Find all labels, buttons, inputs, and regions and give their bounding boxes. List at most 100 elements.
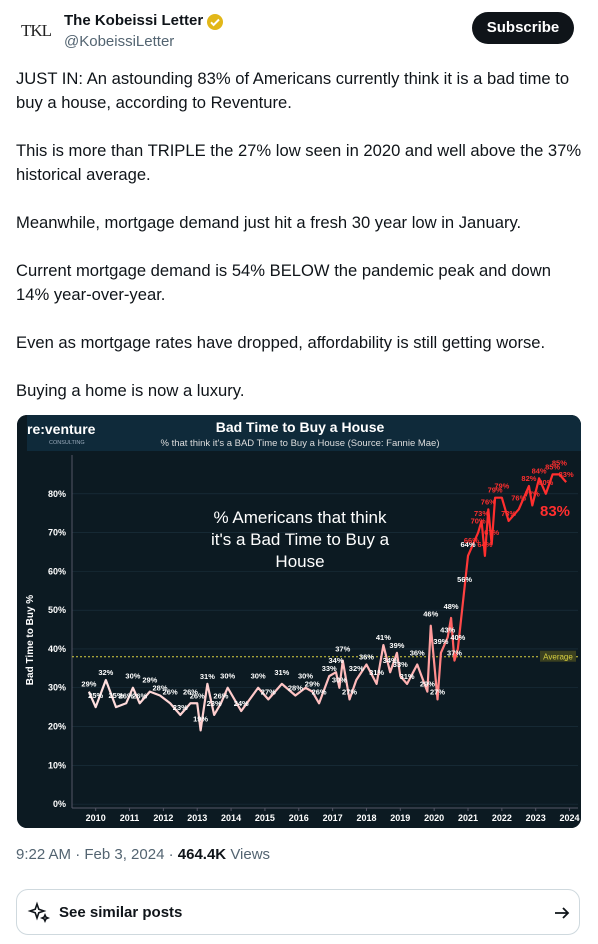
data-label: 56% [457, 575, 472, 584]
annotation: House [275, 552, 324, 571]
paragraph: Buying a home is now a luxury. [16, 381, 245, 400]
data-label: 79% [494, 482, 509, 491]
data-label: 30% [251, 672, 266, 681]
data-label: 31% [400, 672, 415, 681]
x-tick-label: 2011 [120, 813, 140, 823]
logo-sub: CONSULTING [49, 440, 85, 446]
data-label: 33% [322, 664, 337, 673]
annotation: % Americans that think [214, 508, 387, 527]
data-label: 27% [261, 687, 276, 696]
chart-title: Bad Time to Buy a House [216, 419, 385, 435]
data-label: 26% [132, 691, 147, 700]
y-tick-label: 70% [48, 528, 66, 538]
y-tick-label: 80% [48, 489, 66, 499]
tweet-meta: 9:22 AM · Feb 3, 2024 · 464.4K Views [16, 846, 270, 863]
data-label: 27% [430, 687, 445, 696]
author-name[interactable]: The Kobeissi Letter [64, 12, 204, 29]
data-label: 28% [152, 684, 167, 693]
data-label: 37% [335, 645, 350, 654]
data-label: 32% [349, 664, 364, 673]
x-tick-label: 2024 [560, 813, 580, 823]
subscribe-button[interactable]: Subscribe [472, 12, 574, 44]
data-label: 79% [488, 486, 503, 495]
y-tick-label: 10% [48, 760, 66, 770]
data-label: 30% [298, 672, 313, 681]
data-label: 64% [477, 540, 492, 549]
y-tick-label: 60% [48, 566, 66, 576]
data-label: 29% [81, 680, 96, 689]
data-label: 29% [142, 676, 157, 685]
chart-image[interactable]: re:venture CONSULTING Bad Time to Buy a … [17, 415, 581, 828]
timestamp[interactable]: 9:22 AM · Feb 3, 2024 · [16, 846, 174, 863]
data-label: 67% [484, 528, 499, 537]
data-label: 64% [460, 540, 475, 549]
data-label: 41% [376, 633, 391, 642]
y-tick-label: 50% [48, 605, 66, 615]
data-label: 85% [552, 458, 567, 467]
data-label: 31% [274, 668, 289, 677]
paragraph: This is more than TRIPLE the 27% low see… [16, 141, 582, 184]
data-label: 26% [312, 687, 327, 696]
data-label: 73% [474, 509, 489, 518]
chart-subtitle: % that think it's a BAD Time to Buy a Ho… [160, 438, 439, 449]
data-label: 26% [119, 691, 134, 700]
see-similar-button[interactable]: See similar posts [16, 889, 580, 935]
x-tick-label: 2021 [458, 813, 478, 823]
data-label: 29% [305, 680, 320, 689]
data-label: 36% [359, 652, 374, 661]
data-label: 26% [183, 687, 198, 696]
data-label: 76% [481, 497, 496, 506]
x-tick-label: 2014 [221, 813, 241, 823]
y-tick-label: 20% [48, 722, 66, 732]
x-tick-label: 2020 [424, 813, 444, 823]
avatar-logo[interactable]: TKL [20, 21, 52, 40]
data-label: 37% [447, 649, 462, 658]
chart: re:venture CONSULTING Bad Time to Buy a … [17, 415, 581, 828]
arrow-icon [555, 907, 570, 919]
x-tick-label: 2022 [492, 813, 512, 823]
title-band [27, 415, 581, 451]
data-label: 34% [328, 656, 343, 665]
annotation: it's a Bad Time to Buy a [211, 530, 390, 549]
data-label: 31% [369, 668, 384, 677]
data-label: 26% [163, 687, 178, 696]
data-label: 26% [190, 691, 205, 700]
x-tick-label: 2019 [390, 813, 410, 823]
y-tick-label: 40% [48, 644, 66, 654]
tweet-text: JUST IN: An astounding 83% of Americans … [16, 67, 582, 427]
data-label: 40% [450, 633, 465, 642]
data-label: 23% [207, 699, 222, 708]
data-label: 39% [433, 637, 448, 646]
data-label: 27% [342, 687, 357, 696]
sparkle-icon [27, 901, 51, 924]
y-tick-label: 30% [48, 683, 66, 693]
views-label: Views [230, 846, 271, 863]
data-label: 85% [545, 462, 560, 471]
data-label: 30% [125, 672, 140, 681]
paragraph: Meanwhile, mortgage demand just hit a fr… [16, 213, 522, 232]
paragraph: Even as mortgage rates have dropped, aff… [16, 333, 546, 352]
x-tick-label: 2013 [187, 813, 207, 823]
data-label: 19% [193, 714, 208, 723]
callout: 83% [540, 503, 570, 520]
y-axis-label: Bad Time to Buy % [25, 595, 36, 685]
data-label: 73% [501, 509, 516, 518]
data-label: 76% [511, 493, 526, 502]
data-label: 84% [532, 466, 547, 475]
data-label: 77% [525, 489, 540, 498]
data-label: 29% [420, 680, 435, 689]
data-label: 25% [108, 691, 123, 700]
data-label: 25% [88, 691, 103, 700]
logo: re:venture [27, 421, 96, 437]
x-tick-label: 2015 [255, 813, 275, 823]
data-label: 32% [98, 668, 113, 677]
data-label: 83% [559, 470, 574, 479]
data-label: 30% [332, 676, 347, 685]
verified-badge [207, 14, 223, 30]
average-label: Average [543, 653, 573, 662]
data-label: 48% [444, 602, 459, 611]
data-label: 36% [410, 648, 425, 657]
author-handle[interactable]: @KobeissiLetter [64, 33, 175, 50]
data-label: 66% [464, 536, 479, 545]
view-count: 464.4K [177, 846, 227, 863]
